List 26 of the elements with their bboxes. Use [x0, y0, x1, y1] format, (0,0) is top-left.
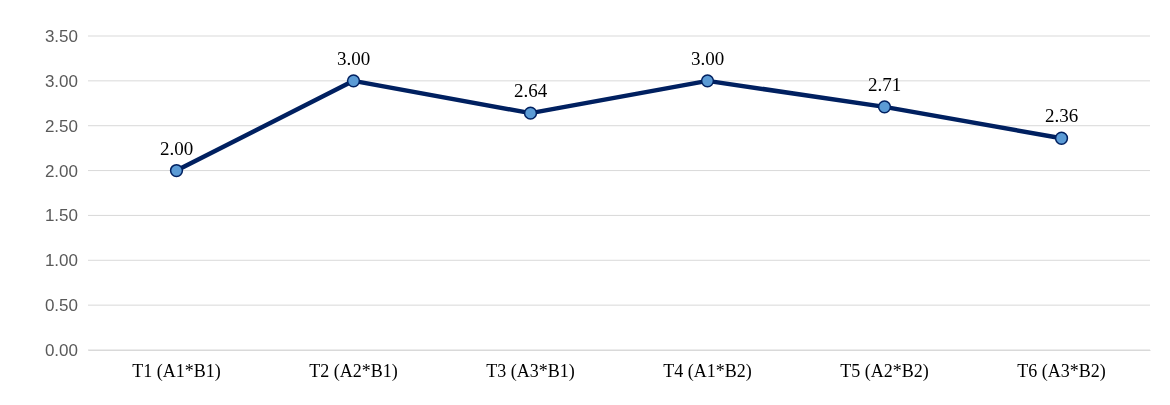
x-tick-label: T1 (A1*B1): [132, 360, 221, 382]
x-tick-label: T3 (A3*B1): [486, 360, 575, 382]
y-tick-label: 0.00: [44, 340, 78, 360]
point: [523, 106, 538, 120]
data-label: 2.00: [159, 137, 194, 159]
point: [346, 74, 361, 88]
x-tick-label: T5 (A2*B2): [840, 360, 929, 382]
point: [169, 163, 184, 178]
data-label: 2.64: [513, 80, 548, 102]
y-tick-label: 0.50: [44, 296, 78, 316]
x-tick-label: T6 (A3*B2): [1017, 360, 1106, 382]
y-tick-label: 1.50: [44, 206, 78, 226]
y-tick-label: 3.50: [44, 26, 78, 46]
y-tick-label: 2.00: [44, 161, 78, 181]
point: [700, 74, 715, 88]
data-label: 3.00: [336, 47, 371, 69]
point: [877, 100, 892, 114]
y-tick-label: 3.00: [44, 71, 78, 91]
data-label: 2.36: [1044, 105, 1079, 127]
y-tick-label: 1.00: [44, 251, 78, 271]
x-tick-label: T2 (A2*B1): [309, 360, 398, 382]
data-label: 2.71: [867, 73, 902, 95]
y-tick-label: 2.50: [44, 116, 78, 136]
point: [1054, 131, 1069, 145]
x-tick-label: T4 (A1*B2): [663, 360, 752, 382]
data-label: 3.00: [690, 47, 725, 69]
